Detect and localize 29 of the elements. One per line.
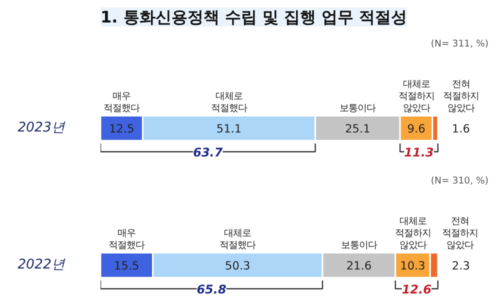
data-label: 25.1: [345, 122, 370, 136]
y-tick-label: 2022년: [18, 258, 66, 273]
data-label: 21.6: [346, 258, 372, 273]
annotation: 12.6: [402, 282, 432, 296]
series-label: 대체로 적절했다: [211, 90, 248, 114]
data-label: 50.3: [225, 258, 250, 273]
series-label: 대체로 적절하지 않았다: [398, 78, 434, 114]
series-label: 매우 적절했다: [104, 90, 140, 114]
series-label: 보통이다: [340, 240, 377, 252]
data-label: 1.6: [452, 122, 470, 136]
series-label: 대체로 적절했다: [220, 228, 256, 252]
series-label: 대체로 적절하지 않았다: [394, 216, 431, 252]
annotation: 11.3: [404, 145, 434, 160]
text: (N= 311, %): [430, 38, 489, 50]
series-label: 보통이다: [340, 103, 376, 114]
data-label: 15.5: [114, 258, 140, 273]
annotation: 65.8: [196, 282, 226, 296]
y-tick-label: 2023년: [18, 120, 66, 136]
chart-title: 1. 통화신용정책 수립 및 집행 업무 적절성: [100, 8, 408, 26]
annotation: 63.7: [193, 145, 224, 160]
series-label: 매우 적절했다: [108, 228, 145, 252]
text: (N= 310, %): [430, 176, 489, 186]
data-label: 9.6: [407, 122, 426, 136]
data-label: 51.1: [216, 122, 242, 136]
series-label: 전혀 적절하지 않았다: [443, 78, 480, 114]
data-label: 10.3: [400, 258, 426, 273]
data-label: 12.5: [108, 122, 134, 136]
data-label: 2.3: [452, 258, 470, 273]
series-label: 전혀 적절하지 않았다: [442, 216, 478, 252]
